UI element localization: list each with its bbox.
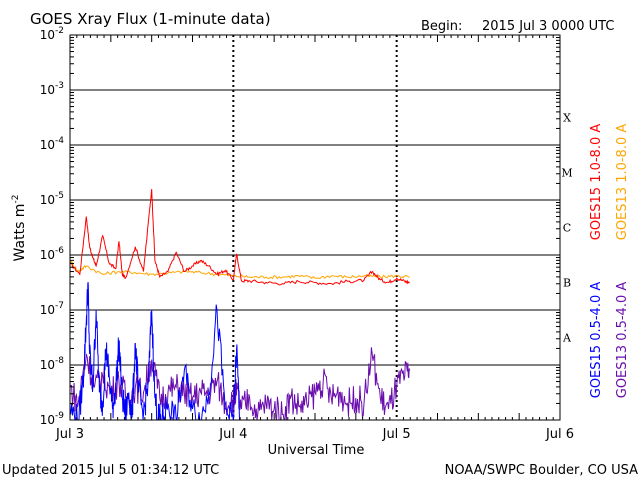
x-axis-ticks: Jul 3 Jul 4 Jul 5 Jul 6: [55, 35, 574, 442]
chart-title: GOES Xray Flux (1-minute data): [30, 10, 271, 28]
flare-class-B: B: [563, 277, 571, 290]
x-tick-label-0: Jul 3: [55, 427, 84, 442]
begin-label: Begin:: [421, 19, 462, 34]
begin-value: 2015 Jul 3 0000 UTC: [482, 19, 614, 34]
series-line-0: [69, 188, 410, 286]
flare-class-M: M: [561, 167, 572, 180]
y-tick-label-7: 10-2: [40, 26, 64, 42]
y-tick-label-1: 10-8: [40, 356, 65, 372]
y-axis-label-exponent: -2: [11, 195, 21, 204]
y-tick-label-3: 10-6: [40, 246, 65, 262]
legend-entry-1: GOES13 1.0-8.0 A: [615, 124, 630, 241]
flare-class-X: X: [563, 112, 571, 125]
legend-entry-2: GOES15 0.5-4.0 A: [589, 282, 604, 399]
updated-timestamp: Updated 2015 Jul 5 01:34:12 UTC: [2, 463, 219, 478]
y-tick-label-4: 10-5: [40, 191, 64, 207]
credit-text: NOAA/SWPC Boulder, CO USA: [445, 463, 638, 478]
y-tick-label-6: 10-3: [40, 81, 64, 97]
grid-lines: [70, 35, 560, 420]
y-tick-label-2: 10-7: [40, 301, 64, 317]
flare-class-A: A: [562, 332, 572, 345]
legend-entry-3: GOES13 0.5-4.0 A: [615, 282, 630, 399]
x-axis-label: Universal Time: [268, 443, 365, 458]
y-axis-ticks: 10-9 10-8 10-7 10-6 10-5 10-4 10-3 10-2: [40, 26, 560, 427]
y-tick-label-5: 10-4: [40, 136, 65, 152]
series-line-1: [69, 260, 410, 280]
x-tick-label-2: Jul 5: [382, 427, 411, 442]
x-tick-label-3: Jul 6: [545, 427, 574, 442]
legend: GOES15 1.0-8.0 A GOES13 1.0-8.0 A GOES15 0…: [589, 124, 630, 399]
x-tick-label-1: Jul 4: [218, 427, 247, 442]
series-line-2: [69, 281, 241, 421]
y-tick-label-0: 10-9: [40, 411, 65, 427]
y-axis-label: Watts m-2: [11, 195, 28, 262]
plot-frame: [69, 34, 561, 421]
flare-class-C: C: [563, 222, 571, 235]
series-layer: [69, 188, 411, 421]
legend-entry-0: GOES15 1.0-8.0 A: [589, 124, 604, 241]
flare-class-labels: A B C M X: [561, 112, 572, 345]
